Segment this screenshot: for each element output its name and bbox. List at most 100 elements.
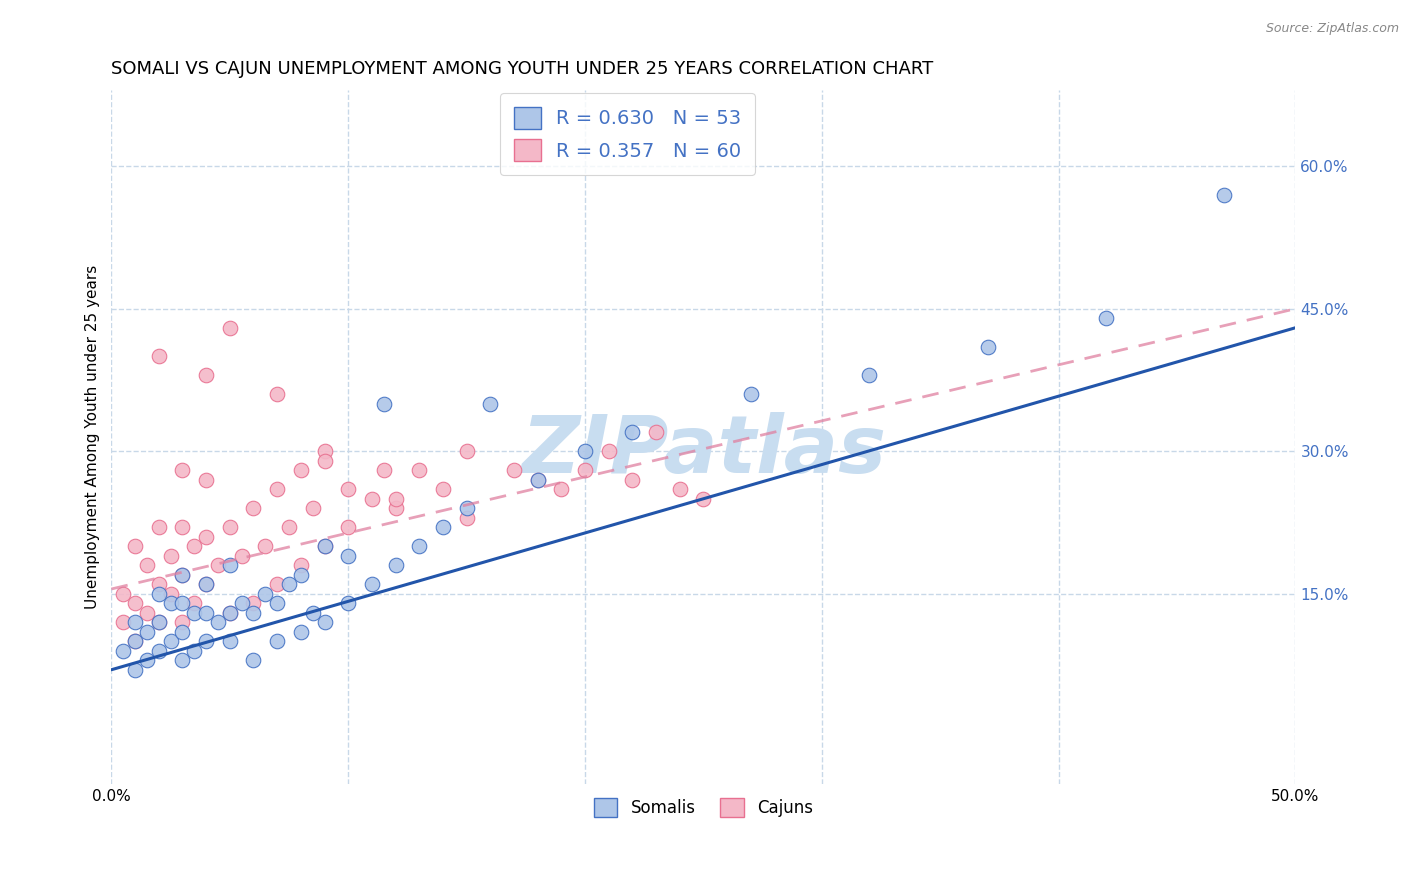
Text: SOMALI VS CAJUN UNEMPLOYMENT AMONG YOUTH UNDER 25 YEARS CORRELATION CHART: SOMALI VS CAJUN UNEMPLOYMENT AMONG YOUTH… bbox=[111, 60, 934, 78]
Point bbox=[550, 482, 572, 496]
Point bbox=[242, 606, 264, 620]
Point bbox=[314, 615, 336, 630]
Point bbox=[172, 624, 194, 639]
Point bbox=[432, 482, 454, 496]
Point bbox=[266, 482, 288, 496]
Point bbox=[526, 473, 548, 487]
Point bbox=[172, 463, 194, 477]
Point bbox=[136, 606, 159, 620]
Point bbox=[1095, 311, 1118, 326]
Point bbox=[242, 501, 264, 516]
Point bbox=[408, 539, 430, 553]
Point bbox=[692, 491, 714, 506]
Point bbox=[976, 340, 998, 354]
Point bbox=[195, 473, 218, 487]
Point bbox=[136, 558, 159, 573]
Point bbox=[432, 520, 454, 534]
Point bbox=[195, 634, 218, 648]
Point bbox=[301, 606, 323, 620]
Point bbox=[337, 596, 360, 610]
Point bbox=[242, 653, 264, 667]
Point bbox=[218, 606, 240, 620]
Point bbox=[183, 644, 205, 658]
Point bbox=[218, 606, 240, 620]
Point bbox=[124, 615, 146, 630]
Point bbox=[172, 653, 194, 667]
Point bbox=[195, 577, 218, 591]
Point bbox=[337, 482, 360, 496]
Legend: Somalis, Cajuns: Somalis, Cajuns bbox=[588, 791, 820, 824]
Point bbox=[314, 444, 336, 458]
Point bbox=[124, 634, 146, 648]
Point bbox=[112, 615, 135, 630]
Point bbox=[148, 615, 170, 630]
Point bbox=[337, 520, 360, 534]
Point bbox=[574, 463, 596, 477]
Point bbox=[266, 596, 288, 610]
Text: Source: ZipAtlas.com: Source: ZipAtlas.com bbox=[1265, 22, 1399, 36]
Point bbox=[290, 463, 312, 477]
Point bbox=[456, 444, 478, 458]
Point bbox=[314, 539, 336, 553]
Point bbox=[148, 615, 170, 630]
Point bbox=[384, 558, 406, 573]
Point bbox=[526, 473, 548, 487]
Point bbox=[290, 558, 312, 573]
Point bbox=[172, 615, 194, 630]
Text: ZIPatlas: ZIPatlas bbox=[522, 412, 886, 490]
Point bbox=[231, 596, 253, 610]
Point bbox=[148, 587, 170, 601]
Point bbox=[159, 634, 181, 648]
Point bbox=[278, 520, 301, 534]
Point bbox=[408, 463, 430, 477]
Point bbox=[218, 320, 240, 334]
Point bbox=[207, 615, 229, 630]
Point bbox=[668, 482, 690, 496]
Point bbox=[172, 567, 194, 582]
Point bbox=[172, 596, 194, 610]
Point bbox=[159, 596, 181, 610]
Point bbox=[337, 549, 360, 563]
Point bbox=[645, 425, 668, 440]
Point bbox=[254, 539, 277, 553]
Point bbox=[124, 596, 146, 610]
Point bbox=[172, 567, 194, 582]
Point bbox=[740, 387, 762, 401]
Point bbox=[479, 397, 502, 411]
Point bbox=[384, 501, 406, 516]
Point bbox=[218, 520, 240, 534]
Point bbox=[218, 634, 240, 648]
Point bbox=[112, 644, 135, 658]
Point bbox=[301, 501, 323, 516]
Point bbox=[159, 587, 181, 601]
Point bbox=[1213, 187, 1236, 202]
Point bbox=[148, 577, 170, 591]
Point bbox=[231, 549, 253, 563]
Point bbox=[266, 577, 288, 591]
Point bbox=[148, 349, 170, 363]
Point bbox=[621, 473, 644, 487]
Point bbox=[373, 397, 395, 411]
Point bbox=[218, 558, 240, 573]
Point bbox=[183, 596, 205, 610]
Point bbox=[266, 634, 288, 648]
Point bbox=[574, 444, 596, 458]
Point bbox=[159, 549, 181, 563]
Point bbox=[148, 644, 170, 658]
Point bbox=[290, 567, 312, 582]
Point bbox=[314, 539, 336, 553]
Point bbox=[195, 577, 218, 591]
Point bbox=[278, 577, 301, 591]
Point bbox=[456, 501, 478, 516]
Point bbox=[124, 663, 146, 677]
Point bbox=[456, 510, 478, 524]
Point bbox=[290, 624, 312, 639]
Point bbox=[172, 520, 194, 534]
Point bbox=[195, 530, 218, 544]
Point bbox=[136, 653, 159, 667]
Point bbox=[124, 539, 146, 553]
Point bbox=[266, 387, 288, 401]
Point bbox=[195, 606, 218, 620]
Point bbox=[195, 368, 218, 383]
Point bbox=[373, 463, 395, 477]
